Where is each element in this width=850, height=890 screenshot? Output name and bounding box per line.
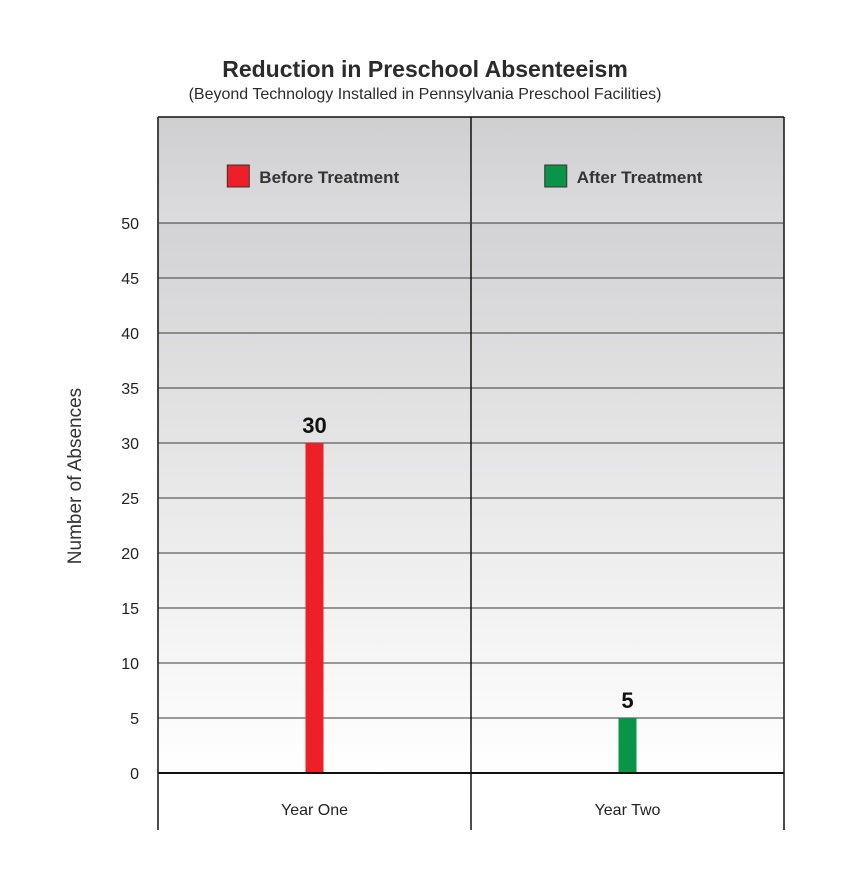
- y-tick-label: 35: [121, 381, 139, 398]
- bar-after-treatment: [618, 718, 637, 773]
- y-tick-label: 40: [121, 326, 139, 343]
- bar-before-treatment: [305, 443, 324, 773]
- legend-swatch: [544, 164, 568, 188]
- y-tick-label: 45: [121, 271, 139, 288]
- x-tick-label: Year One: [281, 802, 348, 819]
- y-tick-label: 50: [121, 216, 139, 233]
- y-tick-label: 20: [121, 546, 139, 563]
- y-axis-label: Number of Absences: [65, 388, 86, 564]
- y-axis: 0 5 10 15 20 25 30 35 40 45 50: [121, 216, 139, 783]
- y-tick-label: 25: [121, 491, 139, 508]
- legend-swatch: [226, 164, 250, 188]
- bars: 30 5: [302, 413, 637, 773]
- y-tick-label: 5: [130, 711, 139, 728]
- chart-frame: [157, 116, 785, 830]
- x-axis: Year One Year Two: [281, 802, 661, 819]
- y-tick-label: 15: [121, 601, 139, 618]
- legend-label: After Treatment: [577, 168, 703, 187]
- legend: Before Treatment After Treatment: [226, 164, 703, 188]
- chart-title: Reduction in Preschool Absenteeism: [222, 56, 628, 82]
- x-tick-label: Year Two: [595, 802, 661, 819]
- y-tick-label: 30: [121, 436, 139, 453]
- y-tick-label: 0: [130, 766, 139, 783]
- y-tick-label: 10: [121, 656, 139, 673]
- legend-label: Before Treatment: [259, 168, 399, 187]
- data-label: 30: [302, 413, 326, 438]
- data-label: 5: [621, 688, 633, 713]
- chart-subtitle: (Beyond Technology Installed in Pennsylv…: [188, 86, 662, 103]
